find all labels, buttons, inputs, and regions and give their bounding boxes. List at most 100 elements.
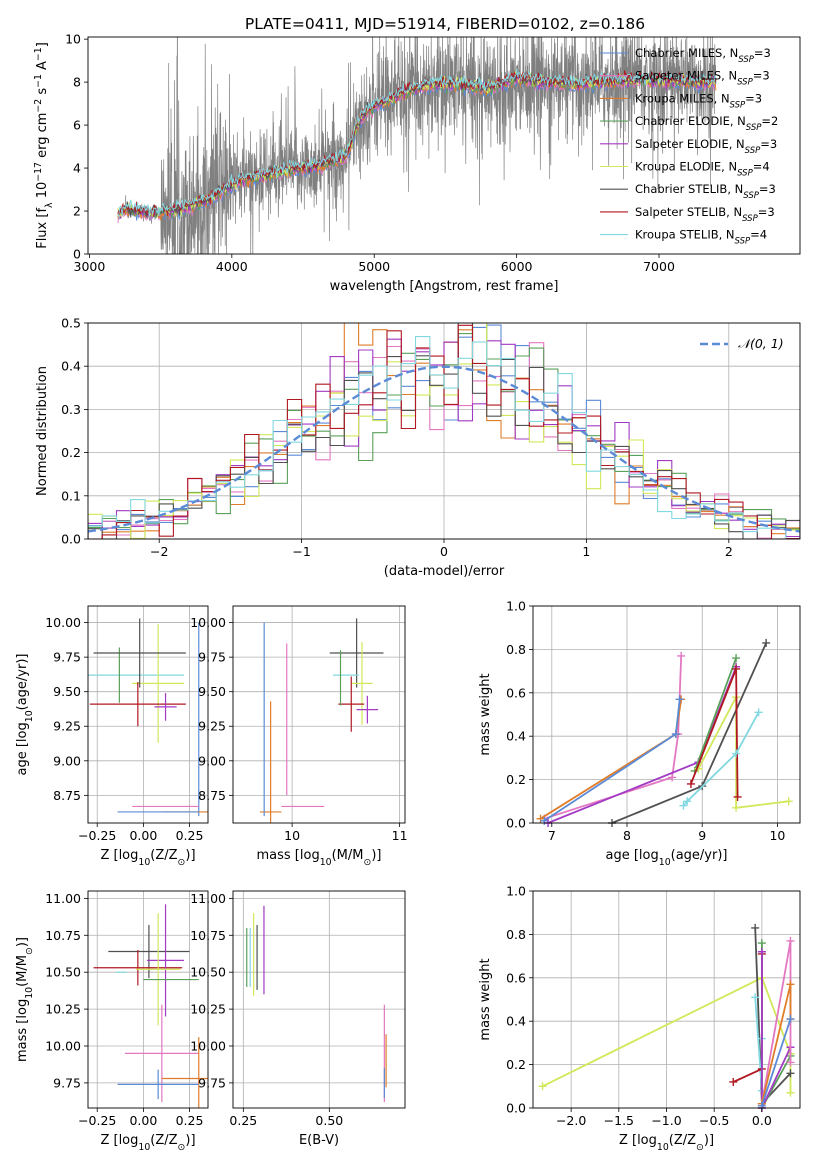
y-tick-label: 9.25	[198, 719, 226, 734]
x-axis-label: Z [log10(Z/Z⊙)]	[619, 1133, 714, 1153]
x-tick-label: 0.25	[229, 1113, 257, 1128]
plus-marker	[683, 797, 692, 806]
x-tick-label: −1	[292, 544, 310, 559]
y-tick-label: 10.25	[45, 1002, 81, 1017]
x-tick-label: −0.5	[699, 1113, 729, 1128]
y-tick-label: 10.75	[45, 928, 81, 943]
plus-marker	[786, 980, 795, 989]
y-tick-label: 0.6	[506, 685, 526, 700]
y-axis-label: Flux [fλ 10−17 erg cm−2 s−1 A−1]	[33, 42, 55, 249]
y-tick-label: 1.0	[506, 884, 526, 899]
y-tick-label: 9.75	[198, 1075, 226, 1090]
y-tick-label: 0.2	[61, 445, 81, 460]
x-tick-label: 0.00	[129, 1113, 157, 1128]
plus-marker	[784, 797, 793, 806]
y-tick-label: 0.0	[506, 816, 526, 831]
x-tick-label: −1.0	[651, 1113, 681, 1128]
residual-histogram-step	[88, 336, 800, 539]
legend-entry: Chabrier MILES, NSSP=3	[635, 46, 771, 65]
figure-title: PLATE=0411, MJD=51914, FIBERID=0102, z=0…	[245, 15, 645, 33]
y-tick-label: 10.50	[45, 965, 81, 980]
x-tick-label: −2	[150, 544, 168, 559]
plus-marker	[538, 1082, 547, 1091]
y-tick-label: 10.00	[190, 1039, 226, 1054]
y-axis-label: mass weight	[478, 958, 493, 1040]
x-tick-label: 7	[548, 828, 556, 843]
y-tick-label: 9.00	[198, 753, 226, 768]
plus-marker	[786, 1015, 795, 1024]
axes-frame	[532, 605, 801, 824]
mass-vs-ebv-panel: 0.25 0.50 9.75 10.00 10.25 10.50 10.75 11.00 E(B…	[190, 890, 406, 1148]
spectrum-panel: 3000 4000 5000 6000 7000 0 2 4 6 8 10 wavelength [A…	[33, 32, 801, 294]
y-axis-label: age [log10(age/yr)]	[15, 654, 35, 776]
y-tick-label: 0.6	[506, 970, 526, 985]
weight-series-line	[761, 1018, 792, 1107]
x-tick-label: 3000	[74, 259, 106, 274]
x-tick-label: 4000	[216, 259, 248, 274]
y-tick-label: 10	[65, 32, 81, 47]
plus-marker	[732, 749, 741, 758]
y-tick-label: 10.25	[190, 1002, 226, 1017]
axes-frame	[232, 605, 406, 824]
plus-marker	[686, 779, 695, 788]
y-axis-label: Normed distribution	[35, 366, 50, 496]
plus-marker	[786, 1058, 795, 1067]
x-axis-label: age [log10(age/yr)]	[606, 848, 728, 868]
age-vs-mass-panel: 10 11 8.75 9.00 9.25 9.50 9.75 10.00 mass [log10…	[190, 605, 408, 868]
y-tick-label: 1.0	[506, 599, 526, 614]
y-tick-label: 10.50	[190, 965, 226, 980]
y-tick-label: 10.00	[45, 615, 81, 630]
plus-marker	[729, 1077, 738, 1086]
weight-vs-Z-panel: −2.0 −1.5 −1.0 −0.5 0.0 0.0 0.2 0.4 0.6 0.8 1.0 Z […	[478, 884, 801, 1153]
legend-entry: Kroupa ELODIE, NSSP=4	[635, 160, 770, 179]
age-vs-Z-panel: −0.25 0.00 0.25 8.75 9.00 9.25 9.50 9.75 10.00 Z …	[15, 605, 209, 868]
y-tick-label: 0.5	[61, 316, 81, 331]
x-tick-label: 0.25	[176, 1113, 204, 1128]
legend-entry: Kroupa STELIB, NSSP=4	[635, 228, 767, 247]
legend-entry: Kroupa MILES, NSSP=3	[635, 91, 762, 110]
y-tick-label: 0.2	[506, 772, 526, 787]
y-tick-label: 6	[73, 118, 81, 133]
y-tick-label: 8.75	[53, 788, 81, 803]
y-tick-label: 0.4	[61, 359, 81, 374]
data-spectrum-line	[117, 37, 717, 254]
x-axis-label: Z [log10(Z/Z⊙)]	[100, 848, 195, 868]
y-tick-label: 8	[73, 75, 81, 90]
x-tick-label: 10	[284, 828, 300, 843]
plus-marker	[757, 939, 766, 948]
plus-marker	[679, 801, 688, 810]
y-tick-label: 0.4	[506, 1014, 526, 1029]
plus-marker	[762, 638, 771, 647]
x-tick-label: 0	[440, 544, 448, 559]
y-tick-label: 4	[73, 161, 81, 176]
x-tick-label: 0.0	[752, 1113, 772, 1128]
plus-marker	[732, 664, 741, 673]
plus-marker	[786, 936, 795, 945]
plus-marker	[751, 923, 760, 932]
y-tick-label: 0.1	[61, 488, 81, 503]
legend-entry: Salpeter MILES, NSSP=3	[635, 69, 770, 88]
x-tick-label: 8	[623, 828, 631, 843]
weight-series-line	[693, 657, 737, 772]
y-tick-label: 10.00	[190, 615, 226, 630]
axes-frame	[87, 890, 209, 1109]
y-tick-label: 9.75	[198, 650, 226, 665]
plus-marker	[786, 1069, 795, 1078]
residual-legend: 𝒩(0, 1)	[700, 336, 784, 351]
y-tick-label: 9.50	[198, 684, 226, 699]
x-tick-label: 6000	[501, 259, 533, 274]
y-tick-label: 10.00	[45, 1039, 81, 1054]
x-tick-label: −0.25	[78, 828, 116, 843]
y-axis-label: mass weight	[478, 673, 493, 755]
x-tick-label: −0.25	[78, 1113, 116, 1128]
plus-marker	[757, 947, 766, 956]
plus-marker	[668, 773, 677, 782]
legend-entry: 𝒩(0, 1)	[738, 336, 784, 351]
weight-series-line	[682, 711, 760, 807]
weight-vs-age-panel: 7 8 9 10 0.0 0.2 0.4 0.6 0.8 1.0 age [log10(age/yr…	[478, 599, 801, 868]
x-tick-label: 0.25	[176, 828, 204, 843]
x-tick-label: 0.00	[129, 828, 157, 843]
y-tick-label: 8.75	[198, 788, 226, 803]
model-spectrum-line	[117, 68, 717, 217]
